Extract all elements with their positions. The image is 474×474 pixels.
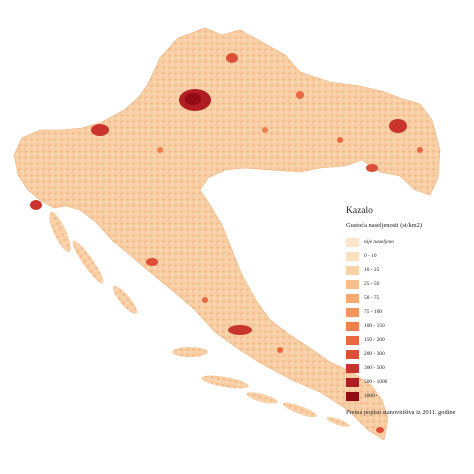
island bbox=[283, 402, 317, 418]
pula-hotspot bbox=[30, 200, 42, 210]
legend-swatch bbox=[346, 349, 359, 359]
town-hotspot bbox=[296, 91, 304, 99]
legend-swatch bbox=[346, 335, 359, 345]
island bbox=[326, 417, 350, 427]
legend-label: nije naseljeno bbox=[364, 239, 395, 245]
legend-swatch bbox=[346, 251, 359, 261]
island bbox=[112, 285, 138, 315]
zagreb-core bbox=[185, 93, 201, 105]
legend-swatch bbox=[346, 363, 359, 373]
split-hotspot bbox=[228, 325, 252, 335]
legend-label: 0 - 10 bbox=[364, 253, 377, 259]
country-shape bbox=[13, 27, 441, 441]
legend-item: 1000+ bbox=[346, 389, 472, 403]
legend-item: 0 - 10 bbox=[346, 249, 472, 263]
osijek-hotspot bbox=[389, 119, 407, 133]
legend-item: 200 - 300 bbox=[346, 347, 472, 361]
legend-swatch bbox=[346, 279, 359, 289]
legend-note: Prema popisu stanovništva iz 2011. godin… bbox=[346, 409, 456, 416]
island bbox=[72, 240, 104, 284]
legend-item: 50 - 75 bbox=[346, 291, 472, 305]
legend-swatch bbox=[346, 237, 359, 247]
legend-swatch bbox=[346, 321, 359, 331]
legend-item: nije naseljeno bbox=[346, 235, 472, 249]
town-hotspot bbox=[202, 297, 208, 303]
legend-label: 10 - 25 bbox=[364, 267, 380, 273]
legend-subtitle: Gustoća naseljenosti (st/km2) bbox=[346, 222, 422, 229]
town-hotspot bbox=[337, 137, 343, 143]
town-hotspot bbox=[277, 347, 283, 353]
legend-swatch bbox=[346, 307, 359, 317]
town-hotspot bbox=[157, 147, 163, 153]
legend-item: 10 - 25 bbox=[346, 263, 472, 277]
legend-items: nije naseljeno 0 - 10 10 - 25 25 - 50 50 - 7… bbox=[346, 235, 472, 403]
legend-label: 200 - 300 bbox=[364, 351, 385, 357]
island bbox=[49, 211, 71, 253]
legend-item: 300 - 500 bbox=[346, 361, 472, 375]
legend-swatch bbox=[346, 377, 359, 387]
varazdin-hotspot bbox=[226, 53, 238, 63]
legend-label: 50 - 75 bbox=[364, 295, 380, 301]
slavonski-brod-hotspot bbox=[366, 164, 378, 172]
legend-title: Kazalo bbox=[346, 206, 373, 216]
rijeka-hotspot bbox=[91, 124, 109, 136]
legend-item: 500 - 1000 bbox=[346, 375, 472, 389]
dubrovnik-hotspot bbox=[376, 427, 384, 433]
map-legend: Kazalo Gustoća naseljenosti (st/km2) nij… bbox=[346, 206, 472, 416]
density-hotspots bbox=[30, 53, 423, 433]
legend-item: 100 - 150 bbox=[346, 319, 472, 333]
legend-label: 75 - 100 bbox=[364, 309, 382, 315]
legend-label: 25 - 50 bbox=[364, 281, 380, 287]
zadar-hotspot bbox=[146, 258, 158, 266]
legend-swatch bbox=[346, 265, 359, 275]
town-hotspot bbox=[262, 127, 268, 133]
island bbox=[201, 375, 249, 389]
legend-label: 1000+ bbox=[364, 393, 378, 399]
legend-swatch bbox=[346, 293, 359, 303]
legend-item: 150 - 200 bbox=[346, 333, 472, 347]
island bbox=[172, 347, 208, 357]
legend-label: 300 - 500 bbox=[364, 365, 385, 371]
mainland-region bbox=[13, 27, 441, 441]
town-hotspot bbox=[417, 147, 423, 153]
legend-swatch bbox=[346, 391, 359, 401]
island bbox=[246, 392, 278, 404]
legend-item: 25 - 50 bbox=[346, 277, 472, 291]
legend-label: 100 - 150 bbox=[364, 323, 385, 329]
legend-label: 500 - 1000 bbox=[364, 379, 388, 385]
legend-label: 150 - 200 bbox=[364, 337, 385, 343]
legend-item: 75 - 100 bbox=[346, 305, 472, 319]
